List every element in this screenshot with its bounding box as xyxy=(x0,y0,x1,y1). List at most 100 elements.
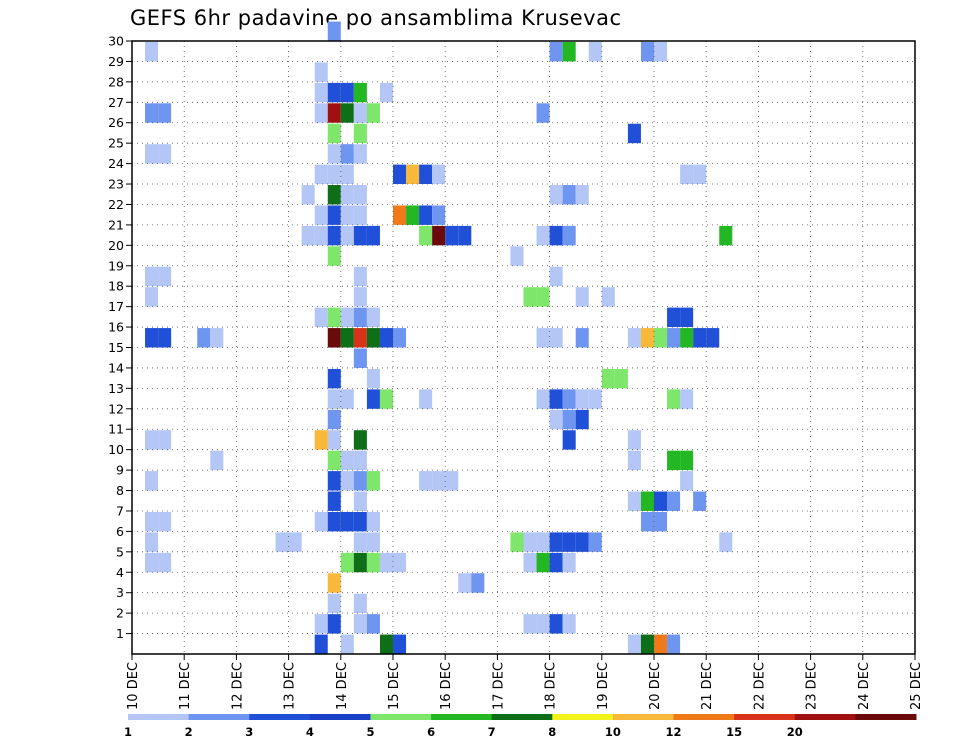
heatmap-cell xyxy=(640,328,654,348)
heatmap-cell xyxy=(353,205,367,225)
heatmap-cell xyxy=(145,471,159,491)
heatmap-cell xyxy=(145,511,159,532)
heatmap-cell xyxy=(549,328,563,348)
heatmap-cell xyxy=(680,307,694,328)
heatmap-cell xyxy=(327,614,341,634)
heatmap-cell xyxy=(327,430,341,450)
heatmap-cell xyxy=(340,103,354,123)
heatmap-cell xyxy=(393,164,407,185)
heatmap-cell xyxy=(680,450,694,471)
legend-label: 6 xyxy=(427,725,435,739)
x-tick-label: 23 DEC xyxy=(805,662,820,710)
heatmap-cell xyxy=(536,287,550,307)
heatmap-cell xyxy=(353,144,367,164)
x-tick-label: 16 DEC xyxy=(439,662,454,710)
heatmap-cell xyxy=(667,634,681,654)
heatmap-cell xyxy=(145,144,159,164)
heatmap-cell xyxy=(627,123,641,144)
y-tick-label: 24 xyxy=(108,156,124,171)
heatmap-cells xyxy=(145,21,733,654)
heatmap-cell xyxy=(327,185,341,205)
heatmap-cell xyxy=(327,409,341,430)
heatmap-cell xyxy=(145,287,159,307)
legend-swatch xyxy=(370,714,432,720)
legend-label: 2 xyxy=(185,725,193,739)
x-tick-label: 25 DEC xyxy=(909,662,924,710)
heatmap-cell xyxy=(680,471,694,491)
x-tick-label: 21 DEC xyxy=(700,662,715,710)
heatmap-cell xyxy=(640,634,654,654)
heatmap-cell xyxy=(353,593,367,614)
heatmap-cell xyxy=(419,164,433,185)
heatmap-cell xyxy=(667,491,681,511)
x-tick-label: 11 DEC xyxy=(178,662,193,710)
heatmap-cell xyxy=(549,389,563,409)
legend-swatch xyxy=(612,714,675,720)
heatmap-cell xyxy=(158,266,172,287)
heatmap-cell xyxy=(340,164,354,185)
legend-label: 20 xyxy=(787,725,803,739)
heatmap-cell xyxy=(419,471,433,491)
legend-swatch xyxy=(794,714,856,720)
heatmap-cell xyxy=(667,307,681,328)
heatmap-cell xyxy=(353,491,367,511)
heatmap-cell xyxy=(314,614,328,634)
y-tick-label: 27 xyxy=(108,95,124,110)
heatmap-cell xyxy=(314,225,328,246)
heatmap-cell xyxy=(680,164,694,185)
y-tick-label: 5 xyxy=(116,544,124,559)
heatmap-cell xyxy=(327,593,341,614)
heatmap-cell xyxy=(393,552,407,573)
heatmap-cell xyxy=(327,21,341,41)
heatmap-cell xyxy=(667,389,681,409)
heatmap-cell xyxy=(654,634,668,654)
legend-swatch xyxy=(491,714,553,720)
y-tick-label: 10 xyxy=(108,442,124,457)
heatmap-cell xyxy=(523,287,537,307)
y-tick-label: 19 xyxy=(108,258,124,273)
heatmap-cell xyxy=(379,634,393,654)
heatmap-cell xyxy=(314,103,328,123)
heatmap-cell xyxy=(471,573,485,593)
heatmap-cell xyxy=(458,573,472,593)
heatmap-cell xyxy=(340,471,354,491)
heatmap-cell xyxy=(588,42,602,62)
heatmap-cell xyxy=(366,389,380,409)
heatmap-cell xyxy=(327,307,341,328)
heatmap-cell xyxy=(158,144,172,164)
grid-lines xyxy=(132,41,915,654)
legend-label: 5 xyxy=(366,725,374,739)
heatmap-cell xyxy=(353,430,367,450)
heatmap-cell xyxy=(314,82,328,103)
x-tick-label: 19 DEC xyxy=(596,662,611,710)
heatmap-cell xyxy=(601,368,615,389)
heatmap-cell xyxy=(366,511,380,532)
heatmap-cell xyxy=(575,287,589,307)
heatmap-cell xyxy=(549,225,563,246)
color-legend: 1 2 3 4 5 6 7 8 10 12 15 20 xyxy=(124,714,917,739)
heatmap-cell xyxy=(353,614,367,634)
heatmap-cell xyxy=(562,185,576,205)
legend-label: 10 xyxy=(605,725,621,739)
heatmap-cell xyxy=(432,471,446,491)
heatmap-cell xyxy=(549,532,563,552)
x-tick-label: 22 DEC xyxy=(752,662,767,710)
heatmap-cell xyxy=(575,409,589,430)
heatmap-cell xyxy=(145,430,159,450)
heatmap-cell xyxy=(680,389,694,409)
heatmap-cell xyxy=(340,328,354,348)
heatmap-cell xyxy=(445,471,459,491)
heatmap-cell xyxy=(340,552,354,573)
y-tick-label: 2 xyxy=(116,606,124,621)
heatmap-cell xyxy=(145,532,159,552)
heatmap-cell xyxy=(210,328,224,348)
heatmap-cell xyxy=(288,532,302,552)
heatmap-cell xyxy=(275,532,289,552)
heatmap-cell xyxy=(327,144,341,164)
y-tick-label: 7 xyxy=(116,503,124,518)
heatmap-cell xyxy=(393,205,407,225)
legend-swatch xyxy=(249,714,311,720)
heatmap-cell xyxy=(314,634,328,654)
heatmap-cell xyxy=(627,430,641,450)
y-tick-label: 1 xyxy=(116,626,124,641)
